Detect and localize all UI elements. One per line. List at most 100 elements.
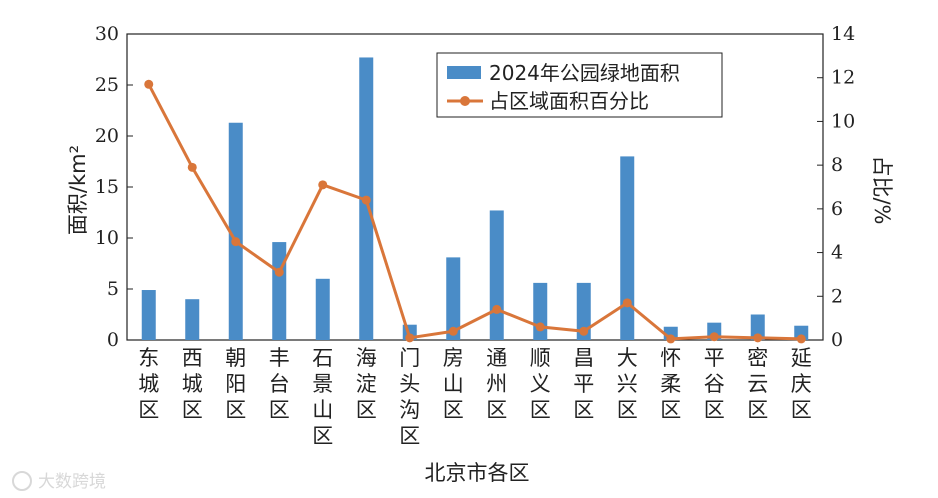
- left-tick-label: 5: [107, 278, 119, 300]
- category-label: 延庆区: [791, 346, 812, 422]
- category-labels: 东城区西城区朝阳区丰台区石景山区海淀区门头沟区房山区通州区顺义区昌平区大兴区怀柔…: [138, 346, 812, 448]
- left-axis-ticks: 0 5 10 15 20 25 30: [95, 23, 133, 351]
- bar: [446, 257, 461, 340]
- right-tick-label: 12: [831, 67, 855, 89]
- category-label-char: 景: [312, 372, 333, 396]
- y-axis-left-label: 面积/km²: [66, 145, 90, 235]
- legend: 2024年公园绿地面积 占区域面积百分比: [436, 52, 723, 118]
- line-point: [622, 298, 632, 308]
- bar: [620, 156, 635, 340]
- category-label-char: 区: [530, 398, 551, 422]
- line-point: [753, 333, 763, 343]
- category-label: 海淀区: [356, 346, 377, 422]
- category-label: 朝阳区: [225, 346, 246, 422]
- right-tick-label: 2: [831, 285, 843, 307]
- category-label: 昌平区: [573, 346, 594, 422]
- category-label-char: 州: [486, 372, 507, 396]
- category-label-char: 山: [312, 398, 333, 422]
- category-label-char: 怀: [660, 346, 681, 370]
- category-label: 顺义区: [530, 346, 551, 422]
- line-point: [709, 332, 719, 342]
- category-label: 通州区: [486, 346, 507, 422]
- category-label: 房山区: [443, 346, 464, 422]
- category-label-char: 海: [356, 346, 377, 370]
- category-label-char: 丰: [269, 346, 290, 370]
- category-label-char: 大: [617, 346, 638, 370]
- bar: [750, 314, 765, 340]
- category-label-char: 平: [704, 346, 725, 370]
- bar: [315, 278, 330, 340]
- category-label: 丰台区: [269, 346, 290, 422]
- category-label-char: 区: [660, 398, 681, 422]
- category-label-char: 区: [312, 424, 333, 448]
- category-label-char: 云: [747, 372, 768, 396]
- category-label-char: 区: [138, 398, 159, 422]
- right-tick-label: 10: [831, 110, 855, 132]
- line-point: [405, 333, 415, 343]
- category-label-char: 兴: [617, 372, 638, 396]
- bar: [228, 122, 243, 341]
- line-point: [579, 326, 589, 336]
- right-tick-label: 14: [831, 23, 855, 45]
- x-axis-label: 北京市各区: [425, 461, 530, 485]
- left-tick-label: 15: [95, 176, 119, 198]
- category-label-char: 密: [747, 346, 768, 370]
- category-label-char: 石: [312, 346, 333, 370]
- category-label-char: 房: [443, 346, 464, 370]
- category-label-char: 区: [704, 398, 725, 422]
- category-label-char: 通: [486, 346, 507, 370]
- category-label: 怀柔区: [660, 346, 681, 422]
- watermark-logo-icon: [12, 471, 32, 491]
- category-label-char: 延: [791, 346, 812, 370]
- category-label: 平谷区: [704, 346, 725, 422]
- left-tick-label: 10: [95, 227, 119, 249]
- left-tick-label: 0: [107, 329, 119, 351]
- category-label-char: 头: [399, 372, 420, 396]
- category-label-char: 沟: [399, 398, 420, 422]
- category-label: 东城区: [138, 346, 159, 422]
- line-series: [144, 79, 806, 344]
- category-label-char: 区: [225, 398, 246, 422]
- line-point: [187, 162, 197, 172]
- bar: [489, 210, 504, 340]
- category-label: 大兴区: [617, 346, 638, 422]
- right-tick-label: 4: [831, 242, 843, 264]
- category-label-char: 淀: [356, 372, 377, 396]
- category-label-char: 区: [356, 398, 377, 422]
- watermark-text: 大数跨境: [38, 472, 106, 492]
- line-point: [796, 334, 806, 344]
- category-label-char: 阳: [225, 372, 246, 396]
- legend-line-marker: [460, 96, 470, 106]
- category-label-char: 区: [269, 398, 290, 422]
- category-label-char: 区: [182, 398, 203, 422]
- right-tick-label: 6: [831, 198, 843, 220]
- category-label: 西城区: [182, 346, 203, 422]
- legend-bar-swatch: [447, 66, 481, 79]
- category-label-char: 东: [138, 346, 159, 370]
- legend-bar-label: 2024年公园绿地面积: [489, 61, 680, 85]
- category-label-char: 区: [399, 424, 420, 448]
- line-point: [274, 267, 284, 277]
- bar: [272, 242, 287, 340]
- category-label-char: 门: [399, 346, 420, 370]
- left-tick-label: 25: [95, 74, 119, 96]
- line-point: [144, 79, 154, 89]
- category-label-char: 昌: [573, 346, 594, 370]
- category-label-char: 城: [138, 372, 159, 396]
- category-label-char: 台: [269, 372, 290, 396]
- category-label-char: 谷: [704, 372, 725, 396]
- bar: [141, 290, 156, 340]
- line-point: [666, 334, 676, 344]
- category-label-char: 区: [791, 398, 812, 422]
- category-label-char: 区: [617, 398, 638, 422]
- line-point: [318, 180, 328, 190]
- legend-box: [436, 52, 723, 118]
- line-path: [147, 83, 802, 341]
- category-label-char: 区: [443, 398, 464, 422]
- left-tick-label: 30: [95, 23, 119, 45]
- line-point: [535, 322, 545, 332]
- right-tick-label: 0: [831, 329, 843, 351]
- bar: [185, 299, 200, 340]
